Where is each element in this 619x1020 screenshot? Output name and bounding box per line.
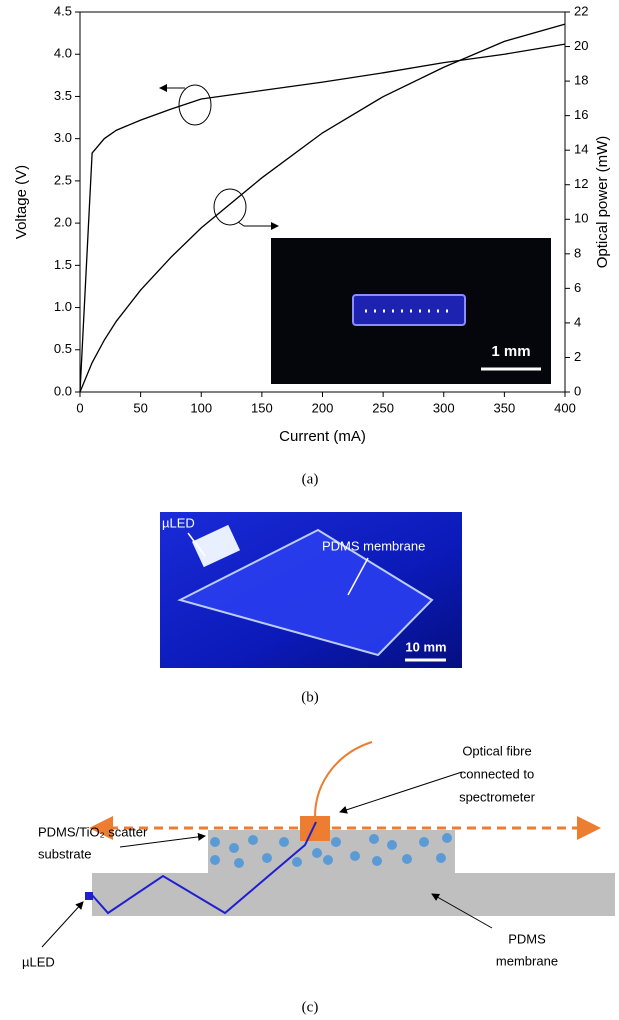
y-tick-label: 0.5 (54, 341, 72, 356)
x-tick-label: 300 (433, 400, 455, 415)
diagram-c: Optical fibre connected to spectrometer … (22, 742, 615, 1015)
fibre-tip (300, 816, 330, 841)
x-tick-label: 150 (251, 400, 273, 415)
y2-axis-title: Optical power (mW) (594, 136, 611, 269)
y2-tick-label: 4 (574, 314, 581, 329)
inset-device (353, 295, 465, 325)
y-tick-label: 4.0 (54, 46, 72, 61)
y-tick-label: 1.0 (54, 299, 72, 314)
label-arrow (340, 772, 462, 812)
x-tick-label: 0 (76, 400, 83, 415)
y2-tick-label: 0 (574, 383, 581, 398)
inset-scale-label: 1 mm (491, 343, 530, 360)
y2-tick-label: 16 (574, 107, 588, 122)
y2-tick-label: 18 (574, 73, 588, 88)
figure: 1 mm (a) µLED PDMS membrane 10 mm (b) Op… (0, 0, 619, 1020)
x-tick-label: 400 (554, 400, 576, 415)
photo-b: µLED PDMS membrane 10 mm (b) (160, 512, 462, 705)
x-axis-title: Current (mA) (279, 428, 366, 445)
y-tick-label: 0.0 (54, 383, 72, 398)
y2-tick-label: 8 (574, 245, 581, 260)
y-axis-title: Voltage (V) (13, 165, 30, 239)
caption: (a) (302, 471, 319, 487)
y2-tick-label: 20 (574, 38, 588, 53)
y-tick-label: 1.5 (54, 257, 72, 272)
y2-tick-label: 12 (574, 176, 588, 191)
caption: (c) (302, 999, 319, 1015)
x-tick-label: 200 (312, 400, 334, 415)
diagram-label: PDMS (508, 931, 546, 946)
y2-tick-label: 14 (574, 142, 588, 157)
photo-label: µLED (162, 515, 195, 530)
y-tick-label: 4.5 (54, 3, 72, 18)
y-tick-label: 2.5 (54, 172, 72, 187)
diagram-label: membrane (496, 953, 558, 968)
y-tick-label: 3.5 (54, 88, 72, 103)
photo-label: PDMS membrane (322, 538, 425, 553)
led-source (85, 892, 93, 900)
label-arrow (42, 902, 83, 947)
y2-tick-label: 22 (574, 3, 588, 18)
x-tick-label: 250 (372, 400, 394, 415)
diagram-label: connected to (460, 766, 534, 781)
y-tick-label: 2.0 (54, 215, 72, 230)
membrane-shape (92, 830, 615, 916)
x-tick-label: 350 (494, 400, 516, 415)
diagram-label: µLED (22, 954, 55, 969)
annotation-arrow (238, 222, 278, 226)
diagram-label: Optical fibre (462, 743, 531, 758)
diagram-label: PDMS/TiO₂ scatter (38, 824, 148, 839)
diagram-label: spectrometer (459, 789, 536, 804)
y2-tick-label: 6 (574, 280, 581, 295)
diagram-label: substrate (38, 846, 91, 861)
x-tick-label: 50 (133, 400, 147, 415)
y2-tick-label: 10 (574, 211, 588, 226)
caption: (b) (301, 689, 319, 705)
x-tick-label: 100 (190, 400, 212, 415)
optical-fibre (315, 742, 372, 817)
photo-scale-label: 10 mm (405, 639, 446, 654)
y-tick-label: 3.0 (54, 130, 72, 145)
y2-tick-label: 2 (574, 349, 581, 364)
